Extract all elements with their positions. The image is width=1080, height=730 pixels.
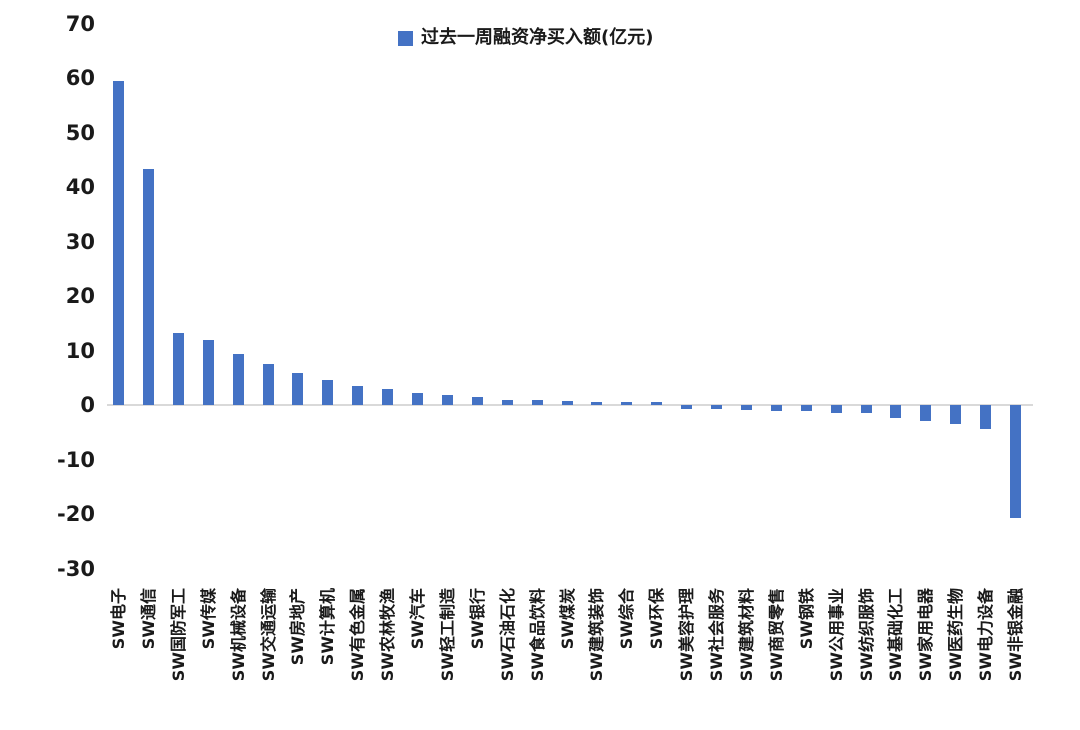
x-tick-label: SW计算机 [318, 588, 338, 666]
bar [681, 405, 693, 409]
bar [202, 340, 214, 405]
x-tick-label: SW国防军工 [168, 588, 188, 682]
bar [711, 405, 722, 410]
x-tick-label: SW通信 [138, 588, 158, 650]
y-tick-label: -30 [57, 556, 95, 581]
bar [382, 388, 394, 405]
x-tick-label: SW社会服务 [707, 588, 726, 682]
bar [172, 332, 184, 405]
x-tick-label: SW汽车 [408, 588, 427, 650]
bar [262, 363, 274, 405]
bar [800, 405, 812, 411]
x-tick-label: SW钢铁 [796, 588, 816, 650]
bar [232, 353, 244, 405]
x-tick-label: SW美容护理 [677, 588, 697, 682]
x-tick-label: SW商贸零售 [766, 588, 786, 682]
x-tick-label: SW传媒 [198, 588, 218, 650]
bar [292, 372, 304, 405]
bar [441, 394, 453, 405]
y-tick-label: -20 [57, 502, 95, 526]
bar [830, 405, 842, 413]
bar [352, 386, 364, 405]
bar [322, 379, 334, 405]
x-tick-label: SW轻工制造 [437, 588, 457, 682]
x-tick-label: SW建筑装饰 [587, 588, 607, 682]
x-tick-label: SW综合 [617, 588, 637, 650]
y-tick-label: 60 [65, 66, 95, 90]
x-tick-label: SW建筑材料 [736, 588, 756, 682]
bar [920, 405, 932, 422]
bar [890, 405, 902, 418]
x-tick-label: SW医药生物 [946, 588, 966, 682]
y-tick-label: 0 [80, 393, 95, 417]
y-tick-label: 40 [65, 175, 95, 199]
bar [740, 405, 752, 410]
x-tick-label: SW纺织服饰 [856, 588, 876, 682]
x-tick-label: SW电力设备 [976, 588, 996, 682]
x-tick-label: SW基础化工 [886, 588, 906, 682]
bar [113, 80, 124, 405]
x-tick-label: SW石油石化 [497, 588, 517, 682]
bar [770, 405, 782, 411]
x-axis-line [107, 404, 1033, 406]
legend-label: 过去一周融资净买入额(亿元) [421, 27, 654, 48]
bar [860, 405, 872, 414]
x-tick-label: SW机械设备 [228, 588, 248, 682]
bar [561, 400, 573, 405]
x-tick-label: SW有色金属 [348, 588, 368, 682]
x-tick-label: SW公用事业 [826, 588, 846, 682]
bar [651, 402, 663, 405]
x-tick-label: SW家用电器 [916, 588, 936, 682]
x-tick-label: SW非银金融 [1006, 588, 1025, 682]
x-tick-label: SW银行 [467, 588, 487, 650]
bar [591, 401, 603, 405]
x-tick-label: SW煤炭 [557, 588, 577, 650]
x-tick-label: SW食品饮料 [527, 588, 547, 682]
bar [621, 401, 633, 405]
bar [950, 405, 962, 425]
x-tick-label: SW农林牧渔 [378, 588, 398, 682]
legend-swatch-icon [398, 30, 413, 46]
y-tick-label: 20 [65, 284, 95, 308]
y-tick-label: 10 [65, 338, 95, 363]
y-tick-label: 30 [65, 229, 95, 254]
y-tick-label: 70 [65, 11, 95, 36]
y-tick-label: -10 [57, 447, 95, 472]
x-tick-label: SW电子 [109, 588, 128, 650]
bar [471, 397, 483, 405]
x-tick-label: SW环保 [647, 588, 667, 650]
y-tick-label: 50 [65, 120, 95, 145]
bar [142, 169, 154, 405]
x-tick-label: SW交通运输 [258, 588, 278, 682]
bar [412, 393, 423, 405]
bar [501, 400, 513, 405]
chart-legend: 过去一周融资净买入额(亿元) [398, 29, 653, 47]
bar [1010, 405, 1021, 519]
bar [531, 400, 543, 405]
x-tick-label: SW房地产 [288, 588, 308, 666]
bar [980, 405, 992, 429]
